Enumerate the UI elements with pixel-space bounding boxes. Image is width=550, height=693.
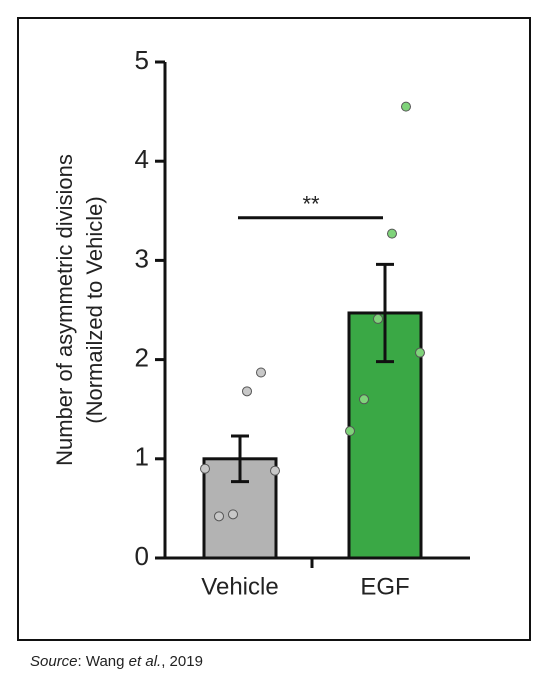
data-point <box>200 463 210 474</box>
x-tick-label: EGF <box>360 573 409 600</box>
data-point <box>228 509 238 520</box>
y-axis-title-line: Number of asymmetric divisions <box>52 154 77 466</box>
y-tick-label: 1 <box>135 442 149 472</box>
data-point <box>373 313 383 324</box>
data-point <box>401 101 411 112</box>
source-note: Source: Wang et al., 2019 <box>30 653 203 670</box>
y-tick-label: 0 <box>135 541 149 571</box>
y-tick-label: 3 <box>135 243 149 273</box>
x-tick-label: Vehicle <box>201 573 278 600</box>
y-tick-label: 2 <box>135 342 149 372</box>
y-axis-title-line: (Normailzed to Vehicle) <box>82 196 107 423</box>
data-point <box>345 426 355 437</box>
source-text: , 2019 <box>161 653 203 670</box>
y-tick-label: 5 <box>135 45 149 75</box>
data-point <box>214 511 224 522</box>
data-point <box>387 228 397 239</box>
data-point <box>415 347 425 358</box>
data-point <box>359 394 369 405</box>
source-text: et al. <box>129 653 162 670</box>
source-label: Source <box>30 653 78 670</box>
significance-label: ** <box>302 192 320 217</box>
data-point <box>256 367 266 378</box>
y-tick-label: 4 <box>135 144 149 174</box>
source-text: : Wang <box>78 653 129 670</box>
y-axis-title: Number of asymmetric divisions (Normailz… <box>52 154 107 466</box>
data-point <box>270 465 280 476</box>
data-point <box>242 386 252 397</box>
